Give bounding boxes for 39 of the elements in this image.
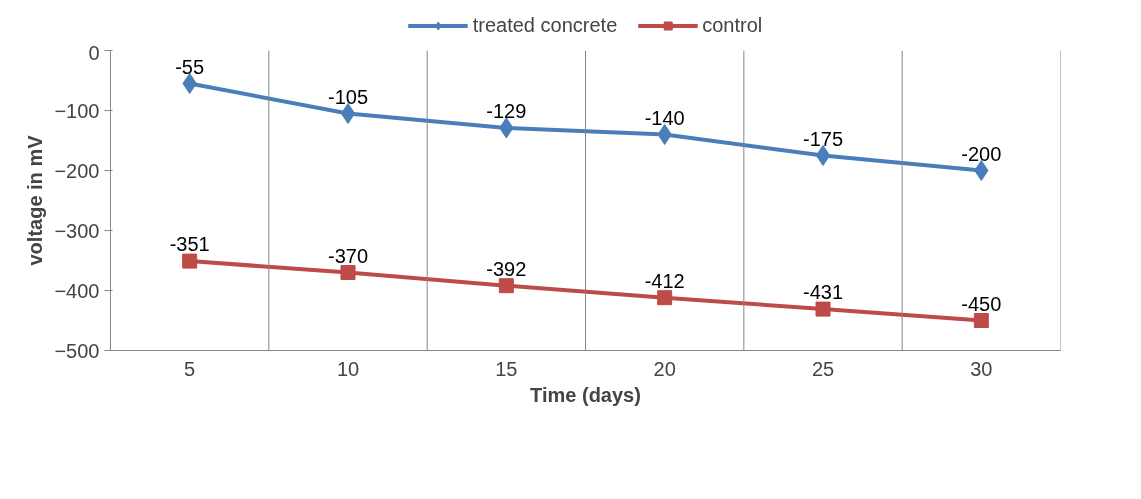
x-tick-label: 30	[970, 357, 993, 380]
y-tick-label: −400	[54, 279, 100, 302]
data-label: -140	[644, 106, 685, 129]
data-label: -450	[961, 292, 1002, 315]
x-tick-label: 20	[653, 357, 676, 380]
data-label: -105	[327, 85, 369, 108]
point	[340, 265, 356, 280]
data-label: -129	[486, 99, 527, 122]
x-tick-label: 5	[184, 357, 196, 380]
point	[815, 145, 831, 166]
point	[182, 73, 197, 94]
data-label: -175	[802, 127, 844, 150]
x-axis-title: Time (days)	[530, 383, 641, 406]
y-tick-label: 0	[88, 41, 100, 64]
x-tick-label: 25	[811, 357, 835, 380]
data-label: -392	[486, 257, 527, 280]
data-label: -431	[802, 281, 844, 304]
x-tick-label: 10	[336, 357, 360, 380]
point	[657, 290, 673, 306]
legend-label: treated concrete	[472, 13, 618, 37]
y-tick-label: −100	[54, 99, 100, 122]
data-label: -55	[175, 55, 205, 78]
data-label: -412	[644, 269, 685, 292]
data-label: -351	[169, 233, 210, 256]
point	[657, 124, 672, 145]
y-tick-label: −200	[54, 159, 100, 182]
legend-label: control	[702, 13, 763, 37]
y-axis-title: voltage in mV	[24, 134, 47, 266]
point	[973, 313, 989, 328]
data-label: -370	[327, 244, 369, 267]
point	[815, 301, 831, 317]
point	[182, 253, 198, 269]
point	[340, 103, 356, 124]
point	[974, 160, 989, 181]
data-label: -200	[961, 142, 1002, 165]
x-tick-label: 15	[495, 357, 518, 380]
y-tick-label: −300	[54, 219, 100, 242]
y-tick-label: −500	[54, 339, 100, 362]
point	[498, 278, 514, 294]
